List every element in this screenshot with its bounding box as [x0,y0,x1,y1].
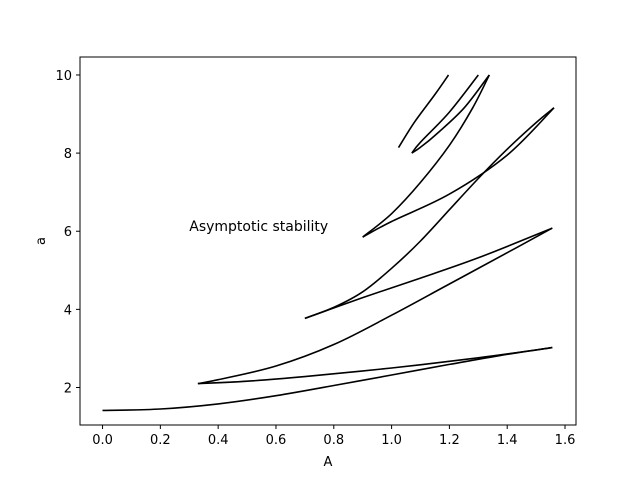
annotation-asymptotic-stability: Asymptotic stability [189,219,328,235]
series-line-6 [362,107,555,238]
y-axis-ticks: 2 4 6 8 10 [55,69,80,396]
x-axis-ticks: 0.0 0.2 0.4 0.6 0.8 1.0 1.2 1.4 1.6 [92,425,575,448]
x-tick-label: 0.0 [92,433,113,448]
x-tick-label: 0.8 [323,433,344,448]
y-tick-label: 2 [64,381,72,396]
x-tick-label: 1.6 [555,433,576,448]
axes-frame [79,56,577,426]
series-line-3 [197,227,553,385]
y-tick-label: 10 [55,69,72,84]
x-axis-label: A [324,455,333,470]
y-tick-label: 8 [64,147,72,162]
series-layer [102,74,555,412]
series-line-10 [397,74,450,149]
series-line-9 [411,74,479,154]
series-line-1 [102,346,553,412]
x-tick-label: 1.4 [497,433,518,448]
x-tick-label: 1.0 [381,433,402,448]
y-tick-label: 6 [64,225,72,240]
y-axis-label: a [34,237,49,245]
series-line-8 [411,74,490,154]
x-tick-label: 1.2 [439,433,460,448]
x-tick-label: 0.4 [208,433,229,448]
x-tick-label: 0.2 [150,433,171,448]
x-tick-label: 0.6 [266,433,287,448]
series-line-5 [304,107,555,320]
plot-area [79,56,577,426]
y-tick-label: 4 [64,303,72,318]
series-line-4 [304,227,553,320]
series-line-7 [362,74,491,238]
series-line-2 [197,346,553,385]
